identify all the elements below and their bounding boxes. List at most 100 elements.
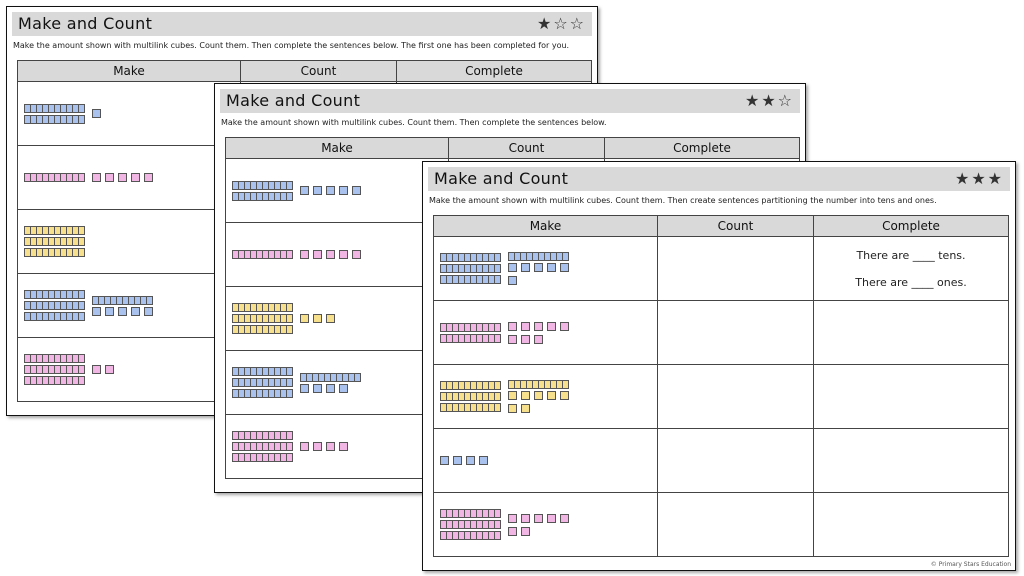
instructions: Make the amount shown with multilink cub… — [13, 41, 570, 50]
unit-cubes — [300, 383, 360, 393]
unit-cube — [508, 334, 517, 344]
unit-cube — [326, 442, 335, 451]
complete-cell: There are ____ tens. There are ____ ones. — [813, 236, 1009, 301]
unit-cube — [547, 321, 556, 331]
unit-cube — [560, 391, 569, 400]
make-cell — [433, 428, 658, 493]
worksheet-three-star: Make and Count ★★★ Make the amount shown… — [422, 161, 1016, 571]
cube-model — [226, 250, 448, 259]
unit-cube — [521, 404, 530, 413]
star-rating-icon: ★★★ — [954, 169, 1004, 188]
ten-rod — [24, 354, 85, 363]
ten-rods-column — [440, 509, 501, 540]
ten-rod — [232, 431, 293, 440]
make-cell — [225, 222, 449, 287]
ten-rods-column — [24, 354, 85, 385]
ten-rod — [24, 365, 85, 374]
unit-cube — [326, 186, 335, 195]
cube — [78, 103, 85, 113]
instructions: Make the amount shown with multilink cub… — [429, 196, 937, 205]
cube-model — [434, 321, 657, 344]
header-make: Make — [433, 215, 658, 237]
cube — [78, 226, 85, 235]
ten-rods-column — [508, 513, 574, 536]
ten-rod — [440, 520, 501, 529]
unit-cubes — [508, 513, 574, 536]
ten-rods-column — [92, 109, 101, 118]
unit-cube — [479, 456, 488, 465]
cube — [494, 531, 501, 540]
unit-cube — [131, 173, 140, 182]
cube — [494, 403, 501, 412]
make-cell — [17, 209, 241, 274]
unit-cube — [339, 250, 348, 259]
header-complete: Complete — [396, 60, 592, 82]
unit-cube — [352, 186, 361, 195]
ten-rods-column — [508, 252, 574, 285]
cube — [286, 367, 293, 376]
unit-cube — [300, 442, 309, 451]
count-cell — [657, 492, 814, 557]
ten-rod — [440, 531, 501, 540]
unit-cube — [300, 186, 309, 195]
ten-rod — [440, 392, 501, 401]
unit-cube — [534, 334, 543, 344]
cube-model — [226, 367, 448, 398]
unit-cube — [326, 314, 335, 323]
cube — [286, 191, 293, 201]
cube — [78, 354, 85, 363]
ten-rods-column — [508, 380, 574, 413]
cube-model — [226, 303, 448, 334]
make-cell — [225, 158, 449, 223]
ten-rods-column — [300, 372, 361, 393]
unit-cubes — [440, 456, 488, 465]
count-cell — [657, 364, 814, 429]
cube — [286, 389, 293, 398]
cube — [78, 301, 85, 310]
ten-rod — [300, 372, 361, 382]
ten-rods-column — [92, 295, 153, 316]
title-bar: Make and Count ★★☆ — [220, 89, 800, 113]
cube — [354, 372, 361, 382]
ten-rod — [232, 191, 293, 201]
sentence-tens: There are ____ tens. — [856, 248, 966, 262]
table-row — [433, 364, 1009, 429]
ten-rods-column — [24, 103, 85, 124]
ten-rod — [24, 226, 85, 235]
unit-cube — [466, 456, 475, 465]
ten-rod — [440, 333, 501, 343]
cube-model — [434, 456, 657, 465]
cube — [562, 380, 569, 389]
make-cell — [433, 236, 658, 301]
unit-cube — [105, 365, 114, 374]
unit-cube — [339, 442, 348, 451]
unit-cube — [560, 263, 569, 272]
cube — [146, 295, 153, 305]
ten-rod — [232, 325, 293, 334]
unit-cube — [521, 513, 530, 523]
unit-cube — [326, 250, 335, 259]
make-cell — [225, 414, 449, 479]
unit-cube — [339, 186, 348, 195]
ten-rods-column — [440, 456, 488, 465]
ten-rods-column — [92, 173, 153, 182]
unit-cube — [326, 383, 335, 393]
cube — [562, 252, 569, 261]
unit-cube — [339, 383, 348, 393]
ten-rod — [232, 314, 293, 323]
table-row: There are ____ tens. There are ____ ones. — [433, 236, 1009, 301]
ten-rod — [24, 248, 85, 257]
unit-cube — [534, 321, 543, 331]
ten-rod — [24, 290, 85, 299]
unit-cube — [131, 306, 140, 316]
unit-cube — [521, 334, 530, 344]
unit-cubes — [92, 109, 101, 118]
unit-cube — [300, 383, 309, 393]
unit-cubes — [300, 250, 361, 259]
ten-rod — [232, 303, 293, 312]
unit-cube — [453, 456, 462, 465]
make-cell — [225, 286, 449, 351]
unit-cubes — [300, 442, 348, 451]
make-cell — [433, 492, 658, 557]
ten-rods-column — [232, 180, 293, 201]
